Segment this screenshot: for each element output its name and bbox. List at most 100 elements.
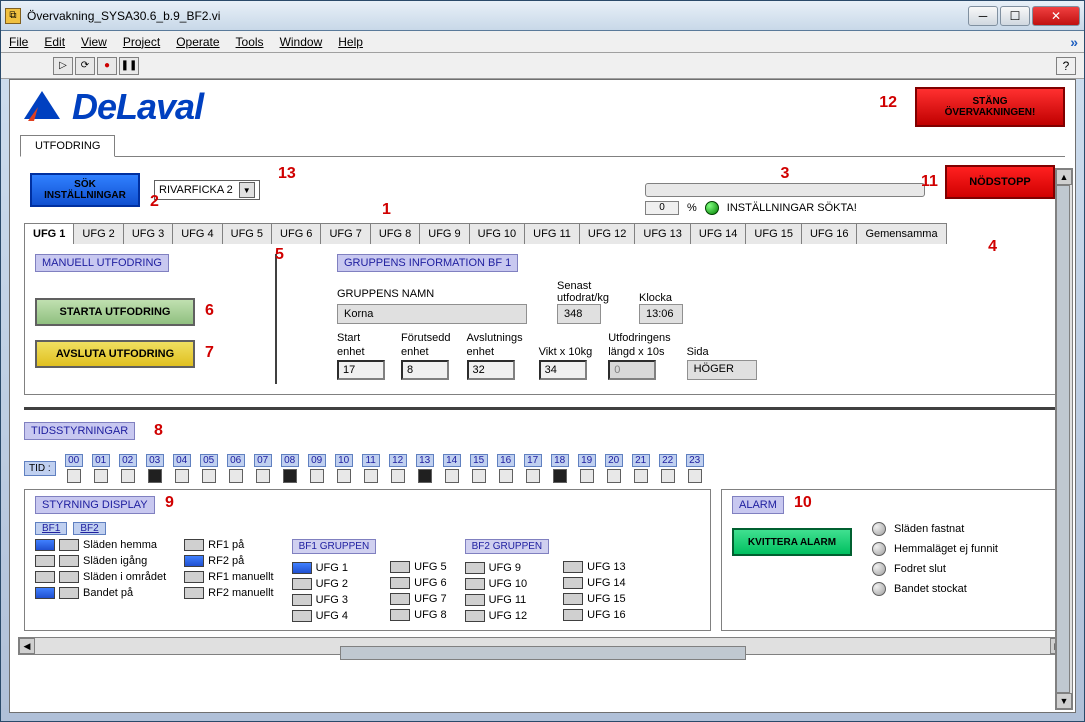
ufg-tab-13[interactable]: UFG 13 xyxy=(634,223,691,244)
maximize-button[interactable]: ☐ xyxy=(1000,6,1030,26)
menu-view[interactable]: View xyxy=(81,35,107,49)
hour-checkbox-17[interactable] xyxy=(526,469,540,483)
ufg-tab-16[interactable]: UFG 16 xyxy=(801,223,858,244)
hour-checkbox-03[interactable] xyxy=(148,469,162,483)
scroll-thumb-v[interactable] xyxy=(1056,185,1070,693)
hour-checkbox-07[interactable] xyxy=(256,469,270,483)
seek-settings-button[interactable]: SÖK INSTÄLLNINGAR xyxy=(30,173,140,207)
toolbar: ▷ ⟳ ● ❚❚ ? xyxy=(1,53,1084,79)
hour-checkbox-12[interactable] xyxy=(391,469,405,483)
hour-checkbox-18[interactable] xyxy=(553,469,567,483)
close-button[interactable]: ✕ xyxy=(1032,6,1080,26)
ufg-tab-10[interactable]: UFG 10 xyxy=(469,223,526,244)
group-name-value: Korna xyxy=(337,304,527,324)
indicator-icon xyxy=(563,561,583,573)
hour-checkbox-01[interactable] xyxy=(94,469,108,483)
hour-checkbox-02[interactable] xyxy=(121,469,135,483)
hour-checkbox-05[interactable] xyxy=(202,469,216,483)
hour-checkbox-08[interactable] xyxy=(283,469,297,483)
ufg-label: UFG 8 xyxy=(414,609,446,621)
indicator-icon xyxy=(292,594,312,606)
end-feeding-button[interactable]: AVSLUTA UTFODRING xyxy=(35,340,195,368)
emergency-stop-button[interactable]: NÖDSTOPP xyxy=(945,165,1055,199)
vertical-scrollbar[interactable]: ▲ ▼ xyxy=(1055,168,1073,710)
menu-help[interactable]: Help xyxy=(338,35,363,49)
display-control-header: STYRNING DISPLAY xyxy=(35,496,155,514)
ufg-tab-9[interactable]: UFG 9 xyxy=(419,223,469,244)
scroll-thumb[interactable] xyxy=(340,646,746,660)
stop-monitoring-button[interactable]: STÄNG ÖVERVAKNINGEN! xyxy=(915,87,1065,127)
hour-checkbox-19[interactable] xyxy=(580,469,594,483)
ufg-tab-11[interactable]: UFG 11 xyxy=(524,223,580,244)
scroll-up-icon[interactable]: ▲ xyxy=(1056,169,1072,185)
menu-edit[interactable]: Edit xyxy=(44,35,65,49)
run-cont-icon[interactable]: ⟳ xyxy=(75,57,95,75)
horizontal-scrollbar[interactable]: ◀ ▶ xyxy=(18,637,1067,655)
ufg-tab-14[interactable]: UFG 14 xyxy=(690,223,747,244)
menu-tools[interactable]: Tools xyxy=(236,35,264,49)
minimize-button[interactable]: ─ xyxy=(968,6,998,26)
hour-checkbox-06[interactable] xyxy=(229,469,243,483)
alarm-led-icon xyxy=(872,562,886,576)
menu-file[interactable]: File xyxy=(9,35,28,49)
tab-utfodring[interactable]: UTFODRING xyxy=(20,135,115,157)
indicator-icon xyxy=(390,561,410,573)
hour-checkbox-11[interactable] xyxy=(364,469,378,483)
ufg-label: UFG 14 xyxy=(587,577,626,589)
overflow-icon[interactable]: » xyxy=(1070,34,1078,50)
ufg-tab-17[interactable]: Gemensamma xyxy=(856,223,946,244)
hour-checkbox-00[interactable] xyxy=(67,469,81,483)
hour-label-23: 23 xyxy=(686,454,704,467)
start-feeding-button[interactable]: STARTA UTFODRING xyxy=(35,298,195,326)
hour-checkbox-16[interactable] xyxy=(499,469,513,483)
end-unit-input[interactable] xyxy=(467,360,515,380)
scroll-left-icon[interactable]: ◀ xyxy=(19,638,35,654)
hour-checkbox-10[interactable] xyxy=(337,469,351,483)
ufg-tab-12[interactable]: UFG 12 xyxy=(579,223,636,244)
hour-checkbox-13[interactable] xyxy=(418,469,432,483)
ufg-tab-6[interactable]: UFG 6 xyxy=(271,223,321,244)
scroll-down-icon[interactable]: ▼ xyxy=(1056,693,1072,709)
hour-checkbox-04[interactable] xyxy=(175,469,189,483)
start-unit-input[interactable] xyxy=(337,360,385,380)
ufg-tab-15[interactable]: UFG 15 xyxy=(745,223,802,244)
ufg-tab-4[interactable]: UFG 4 xyxy=(172,223,222,244)
help-icon[interactable]: ? xyxy=(1056,57,1076,75)
hour-checkbox-14[interactable] xyxy=(445,469,459,483)
main-window: ⧉ Övervakning_SYSA30.6_b.9_BF2.vi ─ ☐ ✕ … xyxy=(0,0,1085,722)
pause-icon[interactable]: ❚❚ xyxy=(119,57,139,75)
hour-checkbox-21[interactable] xyxy=(634,469,648,483)
hour-checkbox-22[interactable] xyxy=(661,469,675,483)
ufg-tab-2[interactable]: UFG 2 xyxy=(73,223,123,244)
rivarficka-dropdown[interactable]: RIVARFICKA 2 ▼ xyxy=(154,180,260,200)
ufg-tab-3[interactable]: UFG 3 xyxy=(123,223,173,244)
predicted-unit-input[interactable] xyxy=(401,360,449,380)
hour-checkbox-20[interactable] xyxy=(607,469,621,483)
ufg-tab-8[interactable]: UFG 8 xyxy=(370,223,420,244)
indicator-icon xyxy=(59,587,79,599)
hour-label-19: 19 xyxy=(578,454,596,467)
main-tabs: UTFODRING xyxy=(20,134,1065,157)
display-label: Släden igång xyxy=(83,555,147,567)
indicator-icon xyxy=(292,562,312,574)
ufg-tab-1[interactable]: UFG 1 xyxy=(24,223,74,244)
menu-window[interactable]: Window xyxy=(280,35,323,49)
hour-checkbox-15[interactable] xyxy=(472,469,486,483)
hour-label-10: 10 xyxy=(335,454,353,467)
indicator-icon xyxy=(465,610,485,622)
run-icon[interactable]: ▷ xyxy=(53,57,73,75)
indicator-icon xyxy=(292,578,312,590)
menu-project[interactable]: Project xyxy=(123,35,160,49)
time-control-header: TIDSSTYRNINGAR xyxy=(24,422,135,440)
alarm-label: Släden fastnat xyxy=(894,523,964,535)
ufg-tab-5[interactable]: UFG 5 xyxy=(222,223,272,244)
menu-operate[interactable]: Operate xyxy=(176,35,219,49)
hour-checkbox-09[interactable] xyxy=(310,469,324,483)
abort-icon[interactable]: ● xyxy=(97,57,117,75)
ufg-tab-7[interactable]: UFG 7 xyxy=(320,223,370,244)
ack-alarm-button[interactable]: KVITTERA ALARM xyxy=(732,528,852,556)
weight-input[interactable] xyxy=(539,360,587,380)
alarm-led-icon xyxy=(872,542,886,556)
hour-checkbox-23[interactable] xyxy=(688,469,702,483)
tid-label: TID : xyxy=(24,461,56,476)
